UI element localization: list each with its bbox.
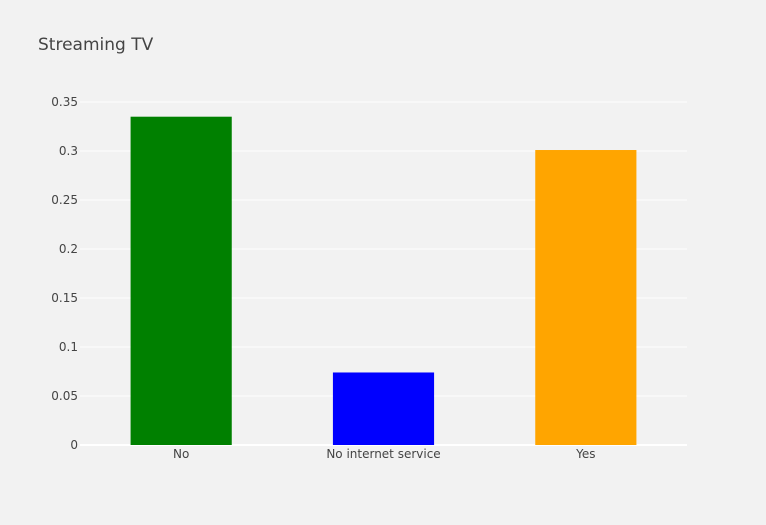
y-tick-label: 0 [70, 438, 78, 452]
x-tick-label: Yes [575, 447, 595, 461]
y-tick-label: 0.2 [59, 242, 78, 256]
bar-no[interactable] [130, 116, 232, 445]
y-tick-label: 0.3 [59, 144, 78, 158]
x-axis-tick-labels: No No internet service Yes [173, 447, 596, 461]
bar-yes[interactable] [535, 150, 637, 445]
bar-no-internet-service[interactable] [332, 372, 435, 445]
y-tick-label: 0.1 [59, 340, 78, 354]
y-axis-tick-labels: 0 0.05 0.1 0.15 0.2 0.25 0.3 0.35 [51, 95, 78, 452]
chart-title: Streaming TV [38, 35, 154, 55]
y-tick-label: 0.15 [51, 291, 78, 305]
y-tick-label: 0.35 [51, 95, 78, 109]
x-tick-label: No [173, 447, 189, 461]
bars [130, 116, 637, 445]
x-tick-label: No internet service [326, 447, 440, 461]
y-tick-label: 0.05 [51, 389, 78, 403]
y-tick-label: 0.25 [51, 193, 78, 207]
